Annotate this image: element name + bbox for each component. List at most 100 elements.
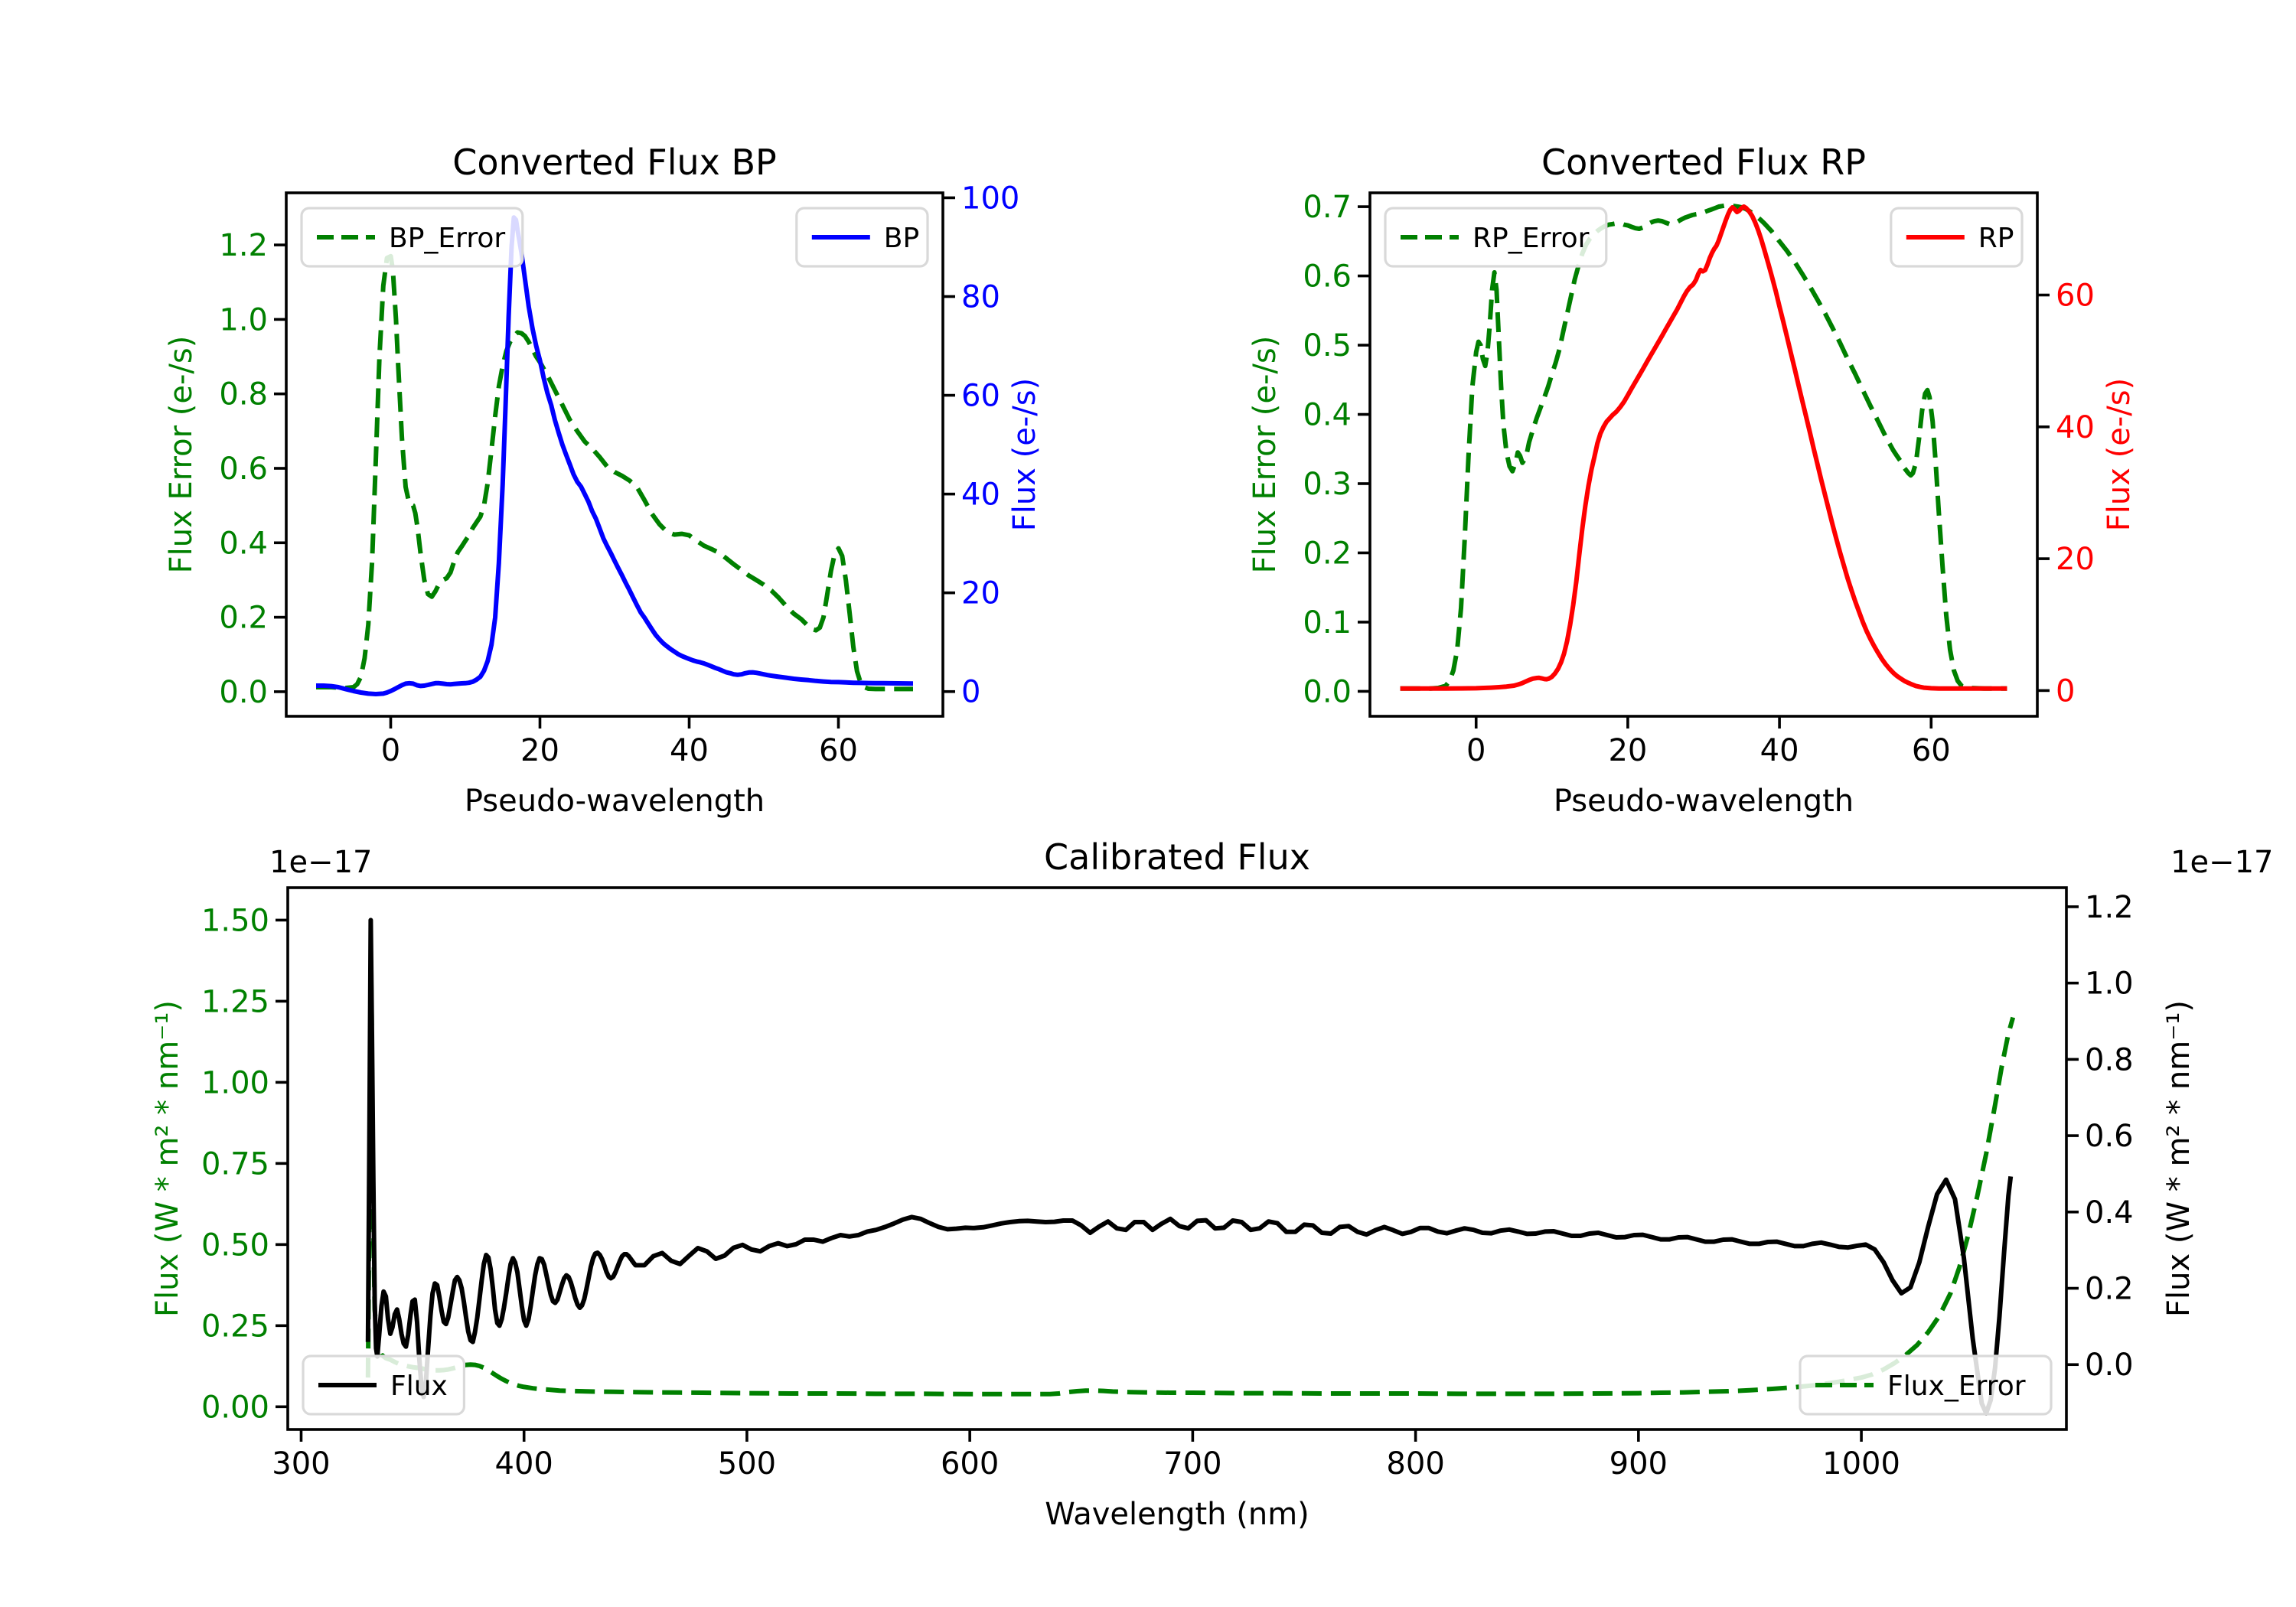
right-tick-label: 1.2: [2085, 890, 2134, 925]
left-tick-label: 0.25: [201, 1309, 269, 1344]
x-tick-label: 600: [941, 1446, 999, 1482]
chart-title: Converted Flux RP: [1541, 142, 1866, 183]
right-axis-label: Flux (e-/s): [2102, 378, 2137, 531]
right-axis-ticks: 0 20 40 60 80 100: [943, 181, 1019, 710]
right-tick-label: 40: [961, 478, 1000, 513]
right-axis-label: Flux (W * m² * nm⁻¹): [2161, 1000, 2197, 1317]
legend-label: BP: [884, 223, 919, 254]
right-tick-label: 0: [961, 675, 980, 710]
chart-cal: 300 400 500 600 700 800 900 1000 0.00 0.25 0.50 0.7…: [150, 836, 2273, 1532]
left-tick-label: 0.7: [1303, 190, 1352, 225]
right-axis-ticks: 0 20 40 60: [2037, 279, 2095, 709]
left-axis-label: Flux Error (e-/s): [1247, 336, 1283, 574]
x-tick-label: 40: [670, 733, 709, 768]
left-axis-ticks: 0.0 0.1 0.2 0.3 0.4 0.5 0.6 0.7: [1303, 190, 1370, 709]
x-tick-label: 1000: [1822, 1446, 1900, 1482]
legend-label: Flux_Error: [1887, 1371, 2026, 1402]
x-axis-ticks: 300 400 500 600 700 800 900 1000: [272, 1429, 1900, 1482]
legend-flux_error: Flux_Error: [1799, 1354, 2053, 1416]
legend-label: RP_Error: [1473, 223, 1590, 254]
right-tick-label: 80: [961, 280, 1000, 315]
right-tick-label: 0.4: [2085, 1195, 2134, 1231]
left-tick-label: 0.6: [1303, 259, 1352, 295]
right-tick-label: 20: [2056, 542, 2095, 577]
right-tick-label: 1.0: [2085, 966, 2134, 1002]
left-tick-label: 0.2: [1303, 536, 1352, 571]
left-axis-label: Flux Error (e-/s): [164, 336, 199, 574]
left-tick-label: 0.8: [219, 377, 268, 412]
plot-spines: [285, 191, 944, 718]
left-tick-label: 0.00: [201, 1390, 269, 1425]
left-tick-label: 1.50: [201, 903, 269, 938]
left-tick-label: 1.2: [219, 228, 268, 263]
x-tick-label: 300: [272, 1446, 330, 1482]
legend-rp: RP: [1890, 207, 2024, 268]
x-tick-label: 700: [1163, 1446, 1221, 1482]
legend-box: [300, 207, 524, 268]
legend-box: [1384, 207, 1608, 268]
left-tick-label: 1.0: [219, 302, 268, 337]
legend-rp_error: RP_Error: [1384, 207, 1608, 268]
legend-flux: Flux: [302, 1354, 465, 1416]
x-tick-label: 0: [1466, 733, 1486, 768]
right-tick-label: 0: [2056, 673, 2075, 709]
legend-box: [302, 1354, 465, 1416]
x-tick-label: 60: [819, 733, 858, 768]
left-tick-label: 0.6: [219, 451, 268, 487]
right-tick-label: 40: [2056, 410, 2095, 445]
plot-spines: [286, 886, 2068, 1431]
left-tick-label: 0.5: [1303, 328, 1352, 363]
x-axis-label: Wavelength (nm): [1045, 1497, 1309, 1532]
left-axis-label: Flux (W * m² * nm⁻¹): [150, 1000, 185, 1317]
chart-title: Converted Flux BP: [452, 142, 777, 183]
x-tick-label: 20: [1608, 733, 1647, 768]
right-tick-label: 60: [2056, 279, 2095, 314]
right-axis-offset-text: 1e−17: [2170, 845, 2273, 880]
x-tick-label: 900: [1609, 1446, 1668, 1482]
legend-bp: BP: [795, 207, 929, 268]
legend-label: Flux: [390, 1371, 448, 1402]
legend-box: [1799, 1354, 2053, 1416]
chart-title: Calibrated Flux: [1044, 836, 1310, 878]
right-axis-label: Flux (e-/s): [1007, 378, 1042, 531]
legend-label: RP: [1978, 223, 2014, 254]
left-tick-label: 0.4: [219, 526, 268, 561]
x-tick-label: 20: [520, 733, 559, 768]
series-rp_error: [1400, 203, 2007, 691]
x-tick-label: 400: [495, 1446, 553, 1482]
series-bp: [316, 215, 914, 696]
right-tick-label: 0.2: [2085, 1272, 2134, 1307]
x-tick-label: 60: [1912, 733, 1951, 768]
left-axis-ticks: 0.00 0.25 0.50 0.75 1.00 1.25 1.50: [201, 903, 288, 1425]
x-tick-label: 0: [381, 733, 400, 768]
legend-bp_error: BP_Error: [300, 207, 524, 268]
right-axis-ticks: 0.0 0.2 0.4 0.6 0.8 1.0 1.2: [2066, 890, 2134, 1383]
x-axis-label: Pseudo-wavelength: [1554, 784, 1854, 819]
left-tick-label: 1.25: [201, 984, 269, 1019]
left-tick-label: 0.1: [1303, 605, 1352, 641]
plot-spines: [1368, 191, 2039, 718]
right-tick-label: 0.0: [2085, 1348, 2134, 1383]
chart-rp: 0 20 40 60 0.0 0.1 0.2 0.3 0.4 0.5 0.6 0.7 0 20 40 60 Co…: [1247, 142, 2137, 819]
chart-bp: 0 20 40 60 0.0 0.2 0.4 0.6 0.8 1.0 1.2 0 20 40 60 80 100…: [164, 142, 1042, 819]
left-tick-label: 1.00: [201, 1065, 269, 1100]
x-axis-ticks: 0 20 40 60: [1466, 716, 1951, 768]
left-axis-offset-text: 1e−17: [269, 845, 372, 880]
x-axis-label: Pseudo-wavelength: [465, 784, 765, 819]
right-tick-label: 20: [961, 576, 1000, 611]
right-tick-label: 0.6: [2085, 1119, 2134, 1154]
series-rp: [1400, 204, 2007, 691]
x-tick-label: 800: [1386, 1446, 1444, 1482]
series-flux: [365, 918, 2014, 1416]
x-axis-ticks: 0 20 40 60: [381, 716, 858, 768]
left-tick-label: 0.0: [219, 675, 268, 710]
left-tick-label: 0.4: [1303, 398, 1352, 433]
right-tick-label: 60: [961, 379, 1000, 414]
x-tick-label: 40: [1760, 733, 1799, 768]
left-tick-label: 0.75: [201, 1146, 269, 1182]
x-tick-label: 500: [718, 1446, 776, 1482]
legend-label: BP_Error: [389, 223, 505, 254]
